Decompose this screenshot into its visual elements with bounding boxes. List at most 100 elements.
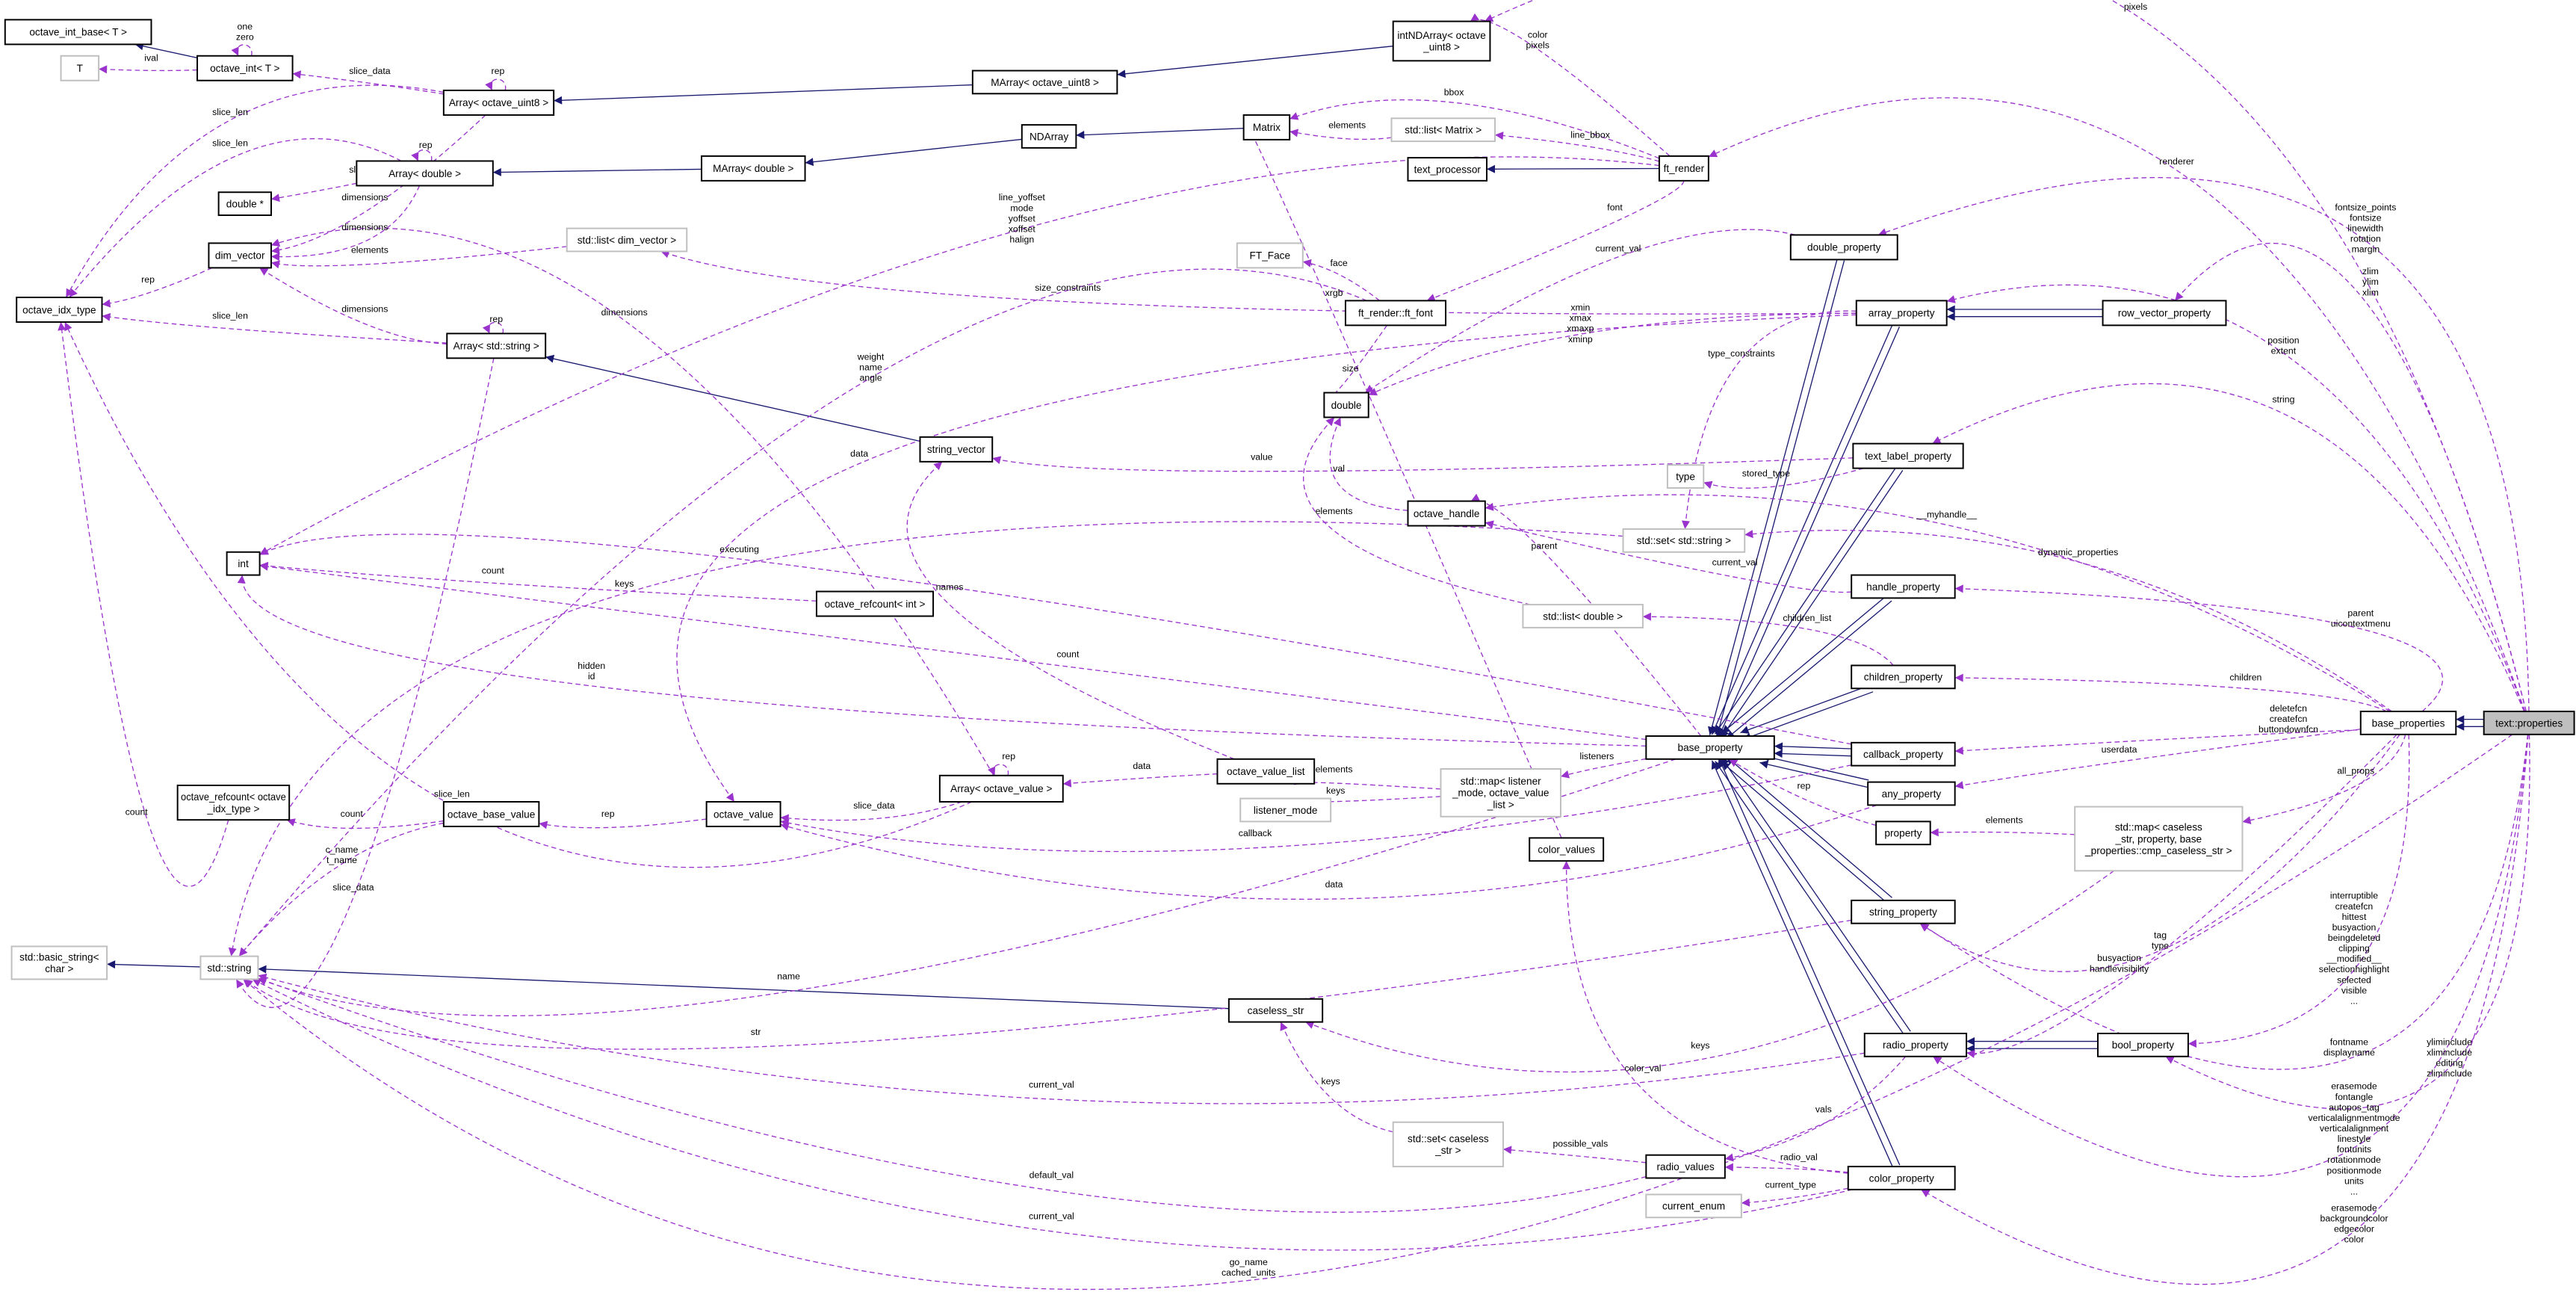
edge-label-line: deletefcn xyxy=(2270,703,2307,714)
class-node-caseless-str[interactable]: caseless_str xyxy=(1227,998,1324,1023)
edge-label: slice_len xyxy=(212,107,248,117)
inheritance-edge-color-property-to-base-property xyxy=(1718,757,1901,1166)
edge-label-line: editing xyxy=(2436,1058,2462,1069)
edge-label-line: count xyxy=(482,565,505,575)
class-box xyxy=(1440,768,1561,818)
inheritance-edge-text-label-property-to-base-property xyxy=(1714,466,1898,735)
edge-label: weight name angle xyxy=(857,352,885,383)
edge-label-line: xminp xyxy=(1568,334,1593,344)
usage-edge-std-map-caseless-str-property-base-properties-cmp-caseless-str-to-property xyxy=(1930,828,2075,837)
class-node-octave-handle[interactable]: octave_handle xyxy=(1407,500,1486,527)
edge-label: current_val xyxy=(1029,1211,1074,1221)
class-node-double-property[interactable]: double_property xyxy=(1789,234,1898,261)
class-box xyxy=(1407,157,1488,182)
usage-edge-color-property-to-std-string xyxy=(252,978,1853,1251)
edge-label-line: name xyxy=(859,362,882,373)
edge-label-line: size xyxy=(1343,363,1359,374)
class-node-color-values[interactable]: color_values xyxy=(1529,837,1605,862)
edge-label: current_type xyxy=(1765,1180,1817,1190)
class-node-octave-int-t[interactable]: octave_int< T > xyxy=(196,55,294,81)
class-name: std::list< Matrix > xyxy=(1405,125,1481,136)
class-node-string-property[interactable]: string_property xyxy=(1851,899,1956,924)
class-node-marray-double[interactable]: MArray< double > xyxy=(701,155,806,182)
class-node-double[interactable]: double * xyxy=(217,191,272,217)
class-node-octave-value-list[interactable]: octave_value_list xyxy=(1216,758,1316,785)
inheritance-edge-string-vector-to-array-std-string xyxy=(545,354,920,442)
class-node-color-property[interactable]: color_property xyxy=(1847,1166,1956,1190)
class-node-bool-property[interactable]: bool_property xyxy=(2096,1033,2189,1057)
class-node-ft-render[interactable]: ft_render xyxy=(1658,155,1709,182)
edge-label: value xyxy=(1251,452,1273,463)
edge-label: renderer xyxy=(2159,156,2193,167)
class-node-intndarray-octave-uint8[interactable]: intNDArray< octave_uint8 > xyxy=(1392,20,1491,62)
class-name: std::string xyxy=(207,962,251,974)
edge-label-line: createfcn xyxy=(2335,901,2374,912)
class-node-any-property[interactable]: any_property xyxy=(1867,781,1956,806)
class-node-octave-value[interactable]: octave_value xyxy=(705,800,781,827)
class-node-matrix[interactable]: Matrix xyxy=(1242,114,1291,140)
class-node-octave-refcount-octave-idx-type[interactable]: octave_refcount< octave_idx_type > xyxy=(176,785,291,821)
edge-label: size_constraints xyxy=(1035,282,1100,293)
class-node-array-double[interactable]: Array< double > xyxy=(356,160,494,187)
class-node-std-list-dim-vector: std::list< dim_vector > xyxy=(566,227,688,253)
edge-label-line: dynamic_properties xyxy=(2038,547,2118,557)
usage-edge-array-octave-uint8-to-dim-vector xyxy=(270,114,486,255)
class-node-ndarray[interactable]: NDArray xyxy=(1021,124,1077,149)
class-node-text-processor[interactable]: text_processor xyxy=(1407,157,1488,182)
class-name: string_vector xyxy=(927,444,985,455)
class-node-base-property[interactable]: base_property xyxy=(1645,735,1775,760)
class-name: std::map< caseless xyxy=(2115,821,2202,832)
class-node-base-properties[interactable]: base_properties xyxy=(2359,711,2457,735)
usage-edge-base-properties-to-any-property xyxy=(1954,729,2361,790)
inheritance-edge-double-property-to-base-property xyxy=(1708,258,1838,735)
class-node-handle-property[interactable]: handle_property xyxy=(1851,574,1956,599)
class-node-array-std-string[interactable]: Array< std::string > xyxy=(446,333,547,359)
edge-label: callback xyxy=(1239,828,1272,838)
edge-label-line: fontangle xyxy=(2335,1092,2374,1102)
class-node-marray-octave-uint8[interactable]: MArray< octave_uint8 > xyxy=(971,69,1118,95)
inheritance-edge-handle-property-to-base-property xyxy=(1726,600,1892,740)
class-node-ft-render-ft-font[interactable]: ft_render::ft_font xyxy=(1344,300,1447,327)
class-name: ft_render xyxy=(1664,163,1705,174)
edge-label-line: rotation xyxy=(2350,234,2381,244)
class-node-std-list-double: std::list< double > xyxy=(1522,604,1644,628)
class-box xyxy=(1645,1193,1742,1219)
edge-label: erasemode fontangle autopos_tag verticalali… xyxy=(2308,1081,2400,1197)
edge-label-line: halign xyxy=(1009,235,1034,245)
class-node-octave-idx-type[interactable]: octave_idx_type xyxy=(16,296,103,323)
class-node-string-vector[interactable]: string_vector xyxy=(919,436,994,463)
edge-label-line: vals xyxy=(1815,1104,1832,1115)
class-node-text-label-property[interactable]: text_label_property xyxy=(1852,442,1964,469)
class-node-array-octave-value[interactable]: Array< octave_value > xyxy=(938,774,1064,803)
edge-label: names xyxy=(936,581,964,592)
class-node-int[interactable]: int xyxy=(226,551,261,576)
usage-edge-text-properties-to-intndarray-octave-uint8 xyxy=(1484,0,2527,712)
edge-label: string xyxy=(2272,395,2294,405)
class-node-property[interactable]: property xyxy=(1875,820,1931,846)
class-node-octave-int-base-t[interactable]: octave_int_base< T > xyxy=(4,19,152,46)
class-node-octave-refcount-int[interactable]: octave_refcount< int > xyxy=(815,590,935,617)
edge-label: fontname displayname xyxy=(2323,1036,2375,1057)
class-node-radio-values[interactable]: radio_values xyxy=(1645,1154,1726,1179)
class-node-array-property[interactable]: array_property xyxy=(1855,300,1948,327)
class-node-t: T xyxy=(60,55,100,81)
class-node-octave-base-value[interactable]: octave_base_value xyxy=(442,800,540,827)
inheritance-edge-string-property-to-base-property xyxy=(1721,761,1888,904)
class-node-children-property[interactable]: children_property xyxy=(1851,664,1956,690)
class-node-array-octave-uint8[interactable]: Array< octave_uint8 > xyxy=(442,89,555,116)
edge-label-line: handlevisibility xyxy=(2090,963,2149,974)
class-node-dim-vector[interactable]: dim_vector xyxy=(208,242,272,269)
class-node-double[interactable]: double xyxy=(1323,392,1369,418)
class-name: text_processor xyxy=(1414,164,1481,175)
class-node-callback-property[interactable]: callback_property xyxy=(1851,741,1956,767)
class-name: color_property xyxy=(1869,1172,1934,1184)
usage-edge-array-std-string-to-octave-idx-type xyxy=(102,312,448,344)
usage-edge-std-list-double-to-double xyxy=(1303,417,1531,605)
usage-edge-ft-render-ft-font-to-ft-face xyxy=(1302,259,1381,301)
class-node-radio-property[interactable]: radio_property xyxy=(1863,1033,1968,1057)
class-node-row-vector-property[interactable]: row_vector_property xyxy=(2102,300,2227,327)
usage-edge-array-octave-uint8-to-octave-int-t xyxy=(292,70,444,95)
edge-label-line: beingdeleted xyxy=(2328,933,2381,943)
usage-edge-text-properties-to-bool-property xyxy=(2165,734,2530,1110)
